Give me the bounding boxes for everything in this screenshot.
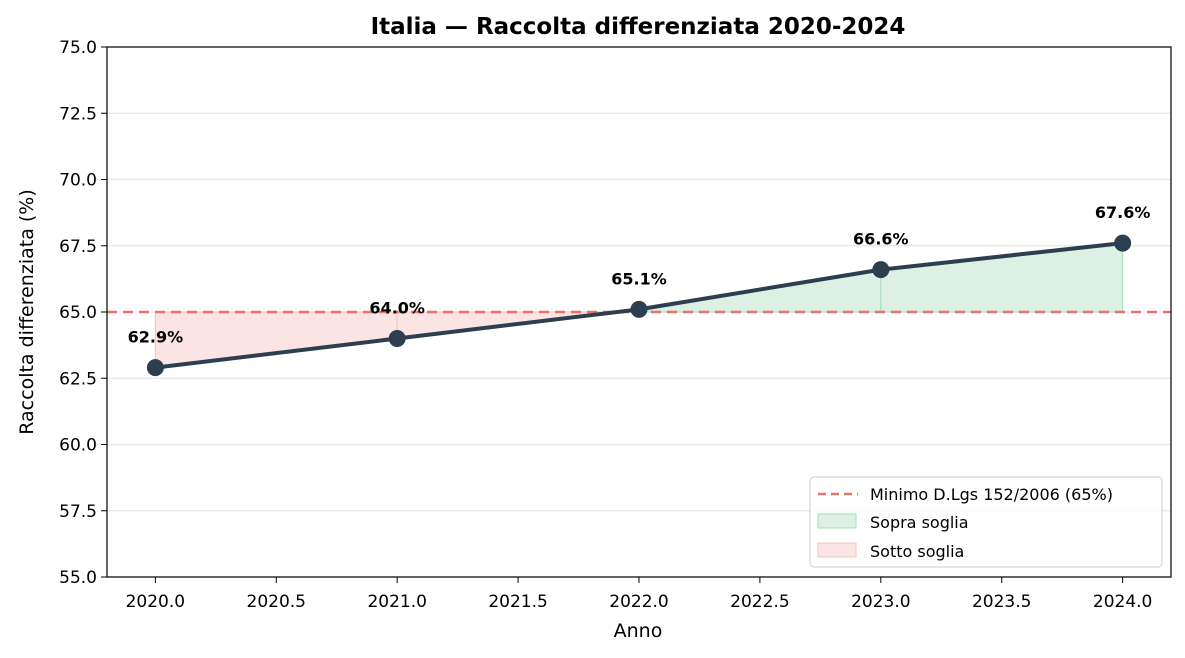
legend-threshold-label: Minimo D.Lgs 152/2006 (65%)	[870, 485, 1113, 504]
tick-labels: 55.0 57.5 60.0 62.5 65.0 67.5 70.0 72.5 75.0 2020…	[59, 38, 1152, 612]
legend-below-label: Sotto soglia	[870, 542, 964, 561]
data-point	[872, 261, 890, 279]
x-tick-label: 2022.5	[730, 592, 789, 612]
axes	[101, 46, 1172, 583]
x-tick-label: 2022.0	[609, 592, 668, 612]
data-point	[630, 300, 648, 318]
y-tick-label: 67.5	[59, 237, 97, 257]
y-tick-label: 62.5	[59, 369, 97, 389]
y-tick-label: 65.0	[59, 303, 97, 323]
data-label: 64.0%	[369, 299, 425, 318]
legend: Minimo D.Lgs 152/2006 (65%) Sopra soglia…	[809, 476, 1163, 568]
x-tick-label: 2024.0	[1093, 592, 1152, 612]
data-label: 62.9%	[128, 328, 184, 347]
x-tick-label: 2021.5	[488, 592, 547, 612]
fill-above-threshold	[880, 242, 1124, 313]
data-labels: 62.9% 64.0% 65.1% 66.6% 67.6%	[128, 203, 1151, 347]
data-point	[146, 359, 164, 377]
y-tick-label: 75.0	[59, 38, 97, 58]
x-tick-label: 2023.0	[851, 592, 910, 612]
y-tick-label: 60.0	[59, 436, 97, 456]
legend-box	[809, 476, 1163, 568]
y-tick-label: 70.0	[59, 171, 97, 191]
data-label: 66.6%	[853, 230, 909, 249]
y-tick-label: 72.5	[59, 104, 97, 124]
legend-below-swatch	[817, 542, 857, 558]
legend-above-swatch	[817, 513, 857, 529]
y-tick-label: 55.0	[59, 568, 97, 588]
x-tick-label: 2023.5	[972, 592, 1031, 612]
data-point	[388, 330, 406, 347]
series-group	[146, 234, 1132, 377]
x-tick-label: 2020.5	[247, 592, 306, 612]
plot-frame	[106, 46, 1172, 578]
chart-title: Italia — Raccolta differenziata 2020-202…	[371, 14, 906, 40]
legend-above-label: Sopra soglia	[870, 513, 969, 532]
x-tick-label: 2020.0	[126, 592, 185, 612]
data-point	[1114, 234, 1132, 252]
data-label: 67.6%	[1095, 203, 1151, 222]
x-axis-title: Anno	[614, 620, 663, 642]
y-tick-label: 57.5	[59, 502, 97, 522]
x-tick-label: 2021.0	[367, 592, 426, 612]
data-label: 65.1%	[611, 269, 667, 288]
y-axis-title: Raccolta differenziata (%)	[16, 189, 38, 435]
fill-below-threshold	[154, 311, 398, 369]
